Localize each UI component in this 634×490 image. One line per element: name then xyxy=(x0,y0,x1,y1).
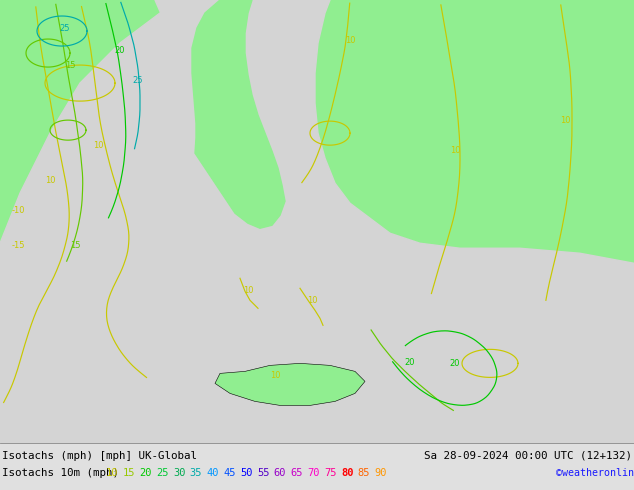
Text: 25: 25 xyxy=(60,24,70,33)
Text: 30: 30 xyxy=(173,468,186,478)
Text: 25: 25 xyxy=(133,76,143,85)
Text: 10: 10 xyxy=(269,371,280,380)
Text: 60: 60 xyxy=(274,468,286,478)
Text: 20: 20 xyxy=(404,358,415,368)
Text: 10: 10 xyxy=(345,36,355,45)
Text: 10: 10 xyxy=(560,116,570,125)
Text: 15: 15 xyxy=(122,468,135,478)
Text: 65: 65 xyxy=(290,468,303,478)
Polygon shape xyxy=(0,0,634,443)
Text: 15: 15 xyxy=(70,241,81,250)
Text: ©weatheronline.co.uk: ©weatheronline.co.uk xyxy=(556,468,634,478)
Text: Sa 28-09-2024 00:00 UTC (12+132): Sa 28-09-2024 00:00 UTC (12+132) xyxy=(424,450,632,461)
Text: 85: 85 xyxy=(358,468,370,478)
Text: 20: 20 xyxy=(450,359,460,368)
Polygon shape xyxy=(192,0,285,228)
Text: 20: 20 xyxy=(115,46,126,55)
Text: 55: 55 xyxy=(257,468,269,478)
Text: Isotachs 10m (mph): Isotachs 10m (mph) xyxy=(2,468,119,478)
Text: -15: -15 xyxy=(12,241,25,250)
Text: 25: 25 xyxy=(156,468,169,478)
Polygon shape xyxy=(370,0,634,165)
Polygon shape xyxy=(215,364,365,405)
Text: 10: 10 xyxy=(243,286,253,295)
Text: 10: 10 xyxy=(45,176,55,185)
Text: 10: 10 xyxy=(450,146,460,155)
Polygon shape xyxy=(136,223,170,303)
Text: 40: 40 xyxy=(207,468,219,478)
Text: 15: 15 xyxy=(65,61,75,70)
Text: 10: 10 xyxy=(106,468,119,478)
Text: 70: 70 xyxy=(307,468,320,478)
Text: -10: -10 xyxy=(12,206,25,215)
Polygon shape xyxy=(90,163,118,218)
Text: 20: 20 xyxy=(139,468,152,478)
Text: 90: 90 xyxy=(375,468,387,478)
Text: 35: 35 xyxy=(190,468,202,478)
Text: 80: 80 xyxy=(341,468,353,478)
Text: 45: 45 xyxy=(223,468,236,478)
Text: 10: 10 xyxy=(93,141,103,150)
Text: 75: 75 xyxy=(324,468,337,478)
Text: 10: 10 xyxy=(307,296,317,305)
Polygon shape xyxy=(155,0,300,253)
Text: Isotachs (mph) [mph] UK-Global: Isotachs (mph) [mph] UK-Global xyxy=(2,450,197,461)
Text: 50: 50 xyxy=(240,468,253,478)
